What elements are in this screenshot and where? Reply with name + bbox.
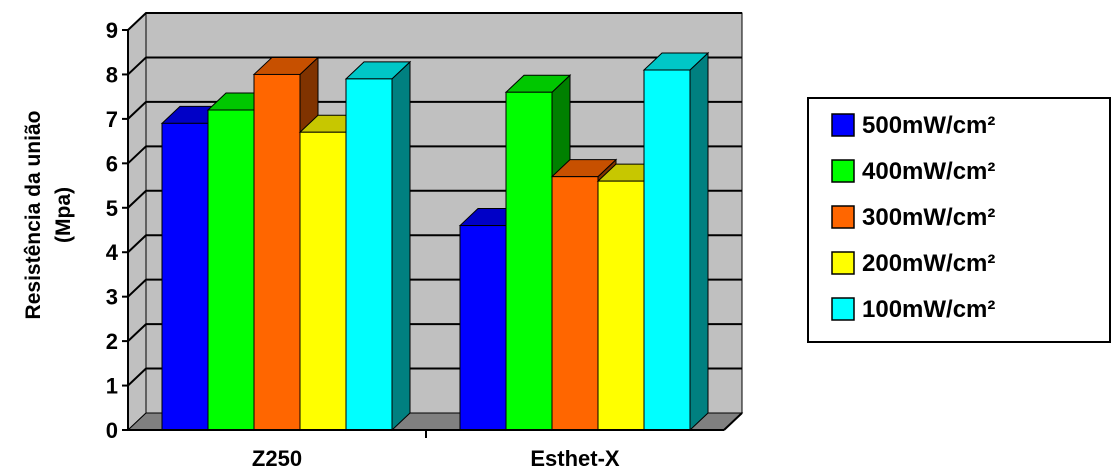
legend: 500mW/cm² 400mW/cm² 300mW/cm² 200mW/cm² 100m…: [807, 97, 1111, 343]
side-wall: [127, 11, 147, 432]
y-tick-label: 8: [106, 62, 118, 87]
legend-swatch: [831, 113, 855, 137]
y-axis-title-line1: Resistência da união: [22, 111, 45, 320]
y-tick-label: 0: [106, 418, 118, 443]
y-axis-title-line2: (Mpa): [52, 187, 75, 243]
axes: [122, 29, 743, 438]
x-category-label: Z250: [252, 446, 302, 471]
x-category-label: Esthet-X: [530, 446, 620, 471]
bar-front: [161, 122, 209, 431]
bar-front: [459, 225, 507, 431]
legend-swatch: [831, 251, 855, 275]
legend-box: [807, 97, 1111, 343]
legend-label: 300mW/cm²: [862, 204, 995, 231]
y-tick-label: 4: [106, 240, 119, 265]
y-tick-label: 5: [106, 196, 118, 221]
bar-esthet-x-2: [504, 74, 572, 432]
bar-side: [391, 60, 411, 432]
bar-front: [207, 109, 255, 431]
y-tick-label: 6: [106, 151, 118, 176]
bar-front: [505, 91, 553, 431]
legend-swatch: [831, 159, 855, 183]
gridline: [127, 12, 742, 31]
bar-front: [597, 180, 645, 431]
bar-z250-5: [344, 60, 412, 432]
legend-swatch: [831, 297, 855, 321]
y-tick-labels: 0 1 2 3 4 5 6 7 8 9: [106, 18, 119, 443]
bar-front: [643, 69, 691, 431]
bar-front: [299, 131, 347, 431]
gridline: [127, 56, 742, 76]
y-tick-label: 1: [106, 374, 118, 399]
legend-label: 100mW/cm²: [862, 296, 995, 323]
legend-label: 200mW/cm²: [862, 250, 995, 277]
y-tick-label: 2: [106, 329, 118, 354]
x-axis-end: [723, 412, 743, 431]
y-tick-label: 3: [106, 285, 118, 310]
bar-front: [345, 78, 393, 431]
x-category-labels: Z250 Esthet-X: [252, 446, 620, 471]
bar-esthet-x-5: [642, 51, 710, 432]
y-tick-label: 7: [106, 107, 118, 132]
y-tick-label: 9: [106, 18, 118, 43]
bars: [160, 51, 710, 432]
bar-front: [551, 176, 599, 431]
legend-label: 500mW/cm²: [862, 112, 995, 139]
bar-front: [253, 73, 301, 431]
legend-label: 400mW/cm²: [862, 158, 995, 185]
bar-side: [689, 51, 709, 432]
legend-swatch: [831, 205, 855, 229]
